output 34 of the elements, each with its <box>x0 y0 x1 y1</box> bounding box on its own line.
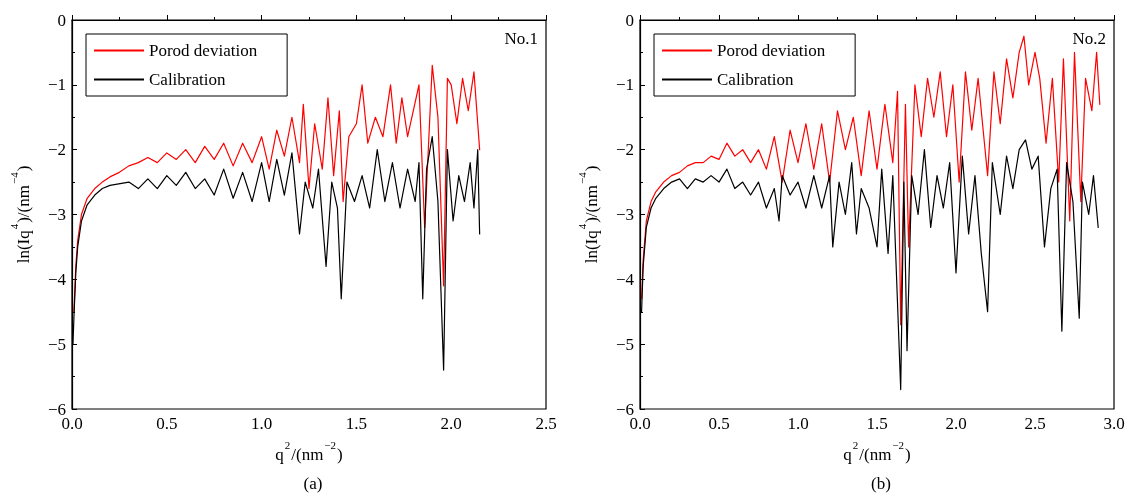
y-tick-label: 0 <box>57 10 66 30</box>
y-tick-label: −3 <box>47 205 66 224</box>
x-tick-label: 2.5 <box>1024 414 1046 433</box>
x-tick-label: 1.5 <box>866 414 888 433</box>
text: (a) <box>303 474 323 493</box>
y-tick-label: 0 <box>625 10 634 30</box>
x-tick-label: 0.5 <box>156 414 178 433</box>
y-tick-label: −2 <box>47 140 66 160</box>
y-axis-title: ln(Iq4)/(nm−4) <box>575 165 601 264</box>
x-tick-label: 1.0 <box>787 414 809 433</box>
x-tick-label: 1.5 <box>345 414 368 433</box>
y-tick-label: −5 <box>615 334 634 354</box>
y-tick-label: −1 <box>615 75 634 95</box>
y-tick-label: −1 <box>47 75 66 95</box>
x-tick-label: 2.0 <box>440 414 462 433</box>
legend-label: Porod deviation <box>717 41 826 60</box>
y-tick-label: −3 <box>615 205 634 224</box>
legend-label: Calibration <box>149 70 226 89</box>
y-tick-label: −5 <box>47 334 66 354</box>
y-tick-label: −4 <box>615 269 635 289</box>
annotation: No.1 <box>504 29 538 48</box>
text: (b) <box>871 474 891 493</box>
x-tick-label: 2.5 <box>535 414 557 433</box>
x-tick-label: 2.0 <box>945 414 967 433</box>
x-tick-label: 1.0 <box>250 414 273 433</box>
legend-label: Calibration <box>717 70 794 89</box>
line-series <box>73 64 481 313</box>
x-tick-label: 0.5 <box>708 414 730 433</box>
y-axis-title: ln(Iq4)/(nm−4) <box>7 165 33 264</box>
annotation: No.2 <box>1072 29 1106 48</box>
x-tick-label: 3.0 <box>1103 414 1125 433</box>
legend-label: Porod deviation <box>149 41 258 60</box>
y-tick-label: −4 <box>47 269 67 289</box>
y-tick-label: −2 <box>615 140 634 160</box>
